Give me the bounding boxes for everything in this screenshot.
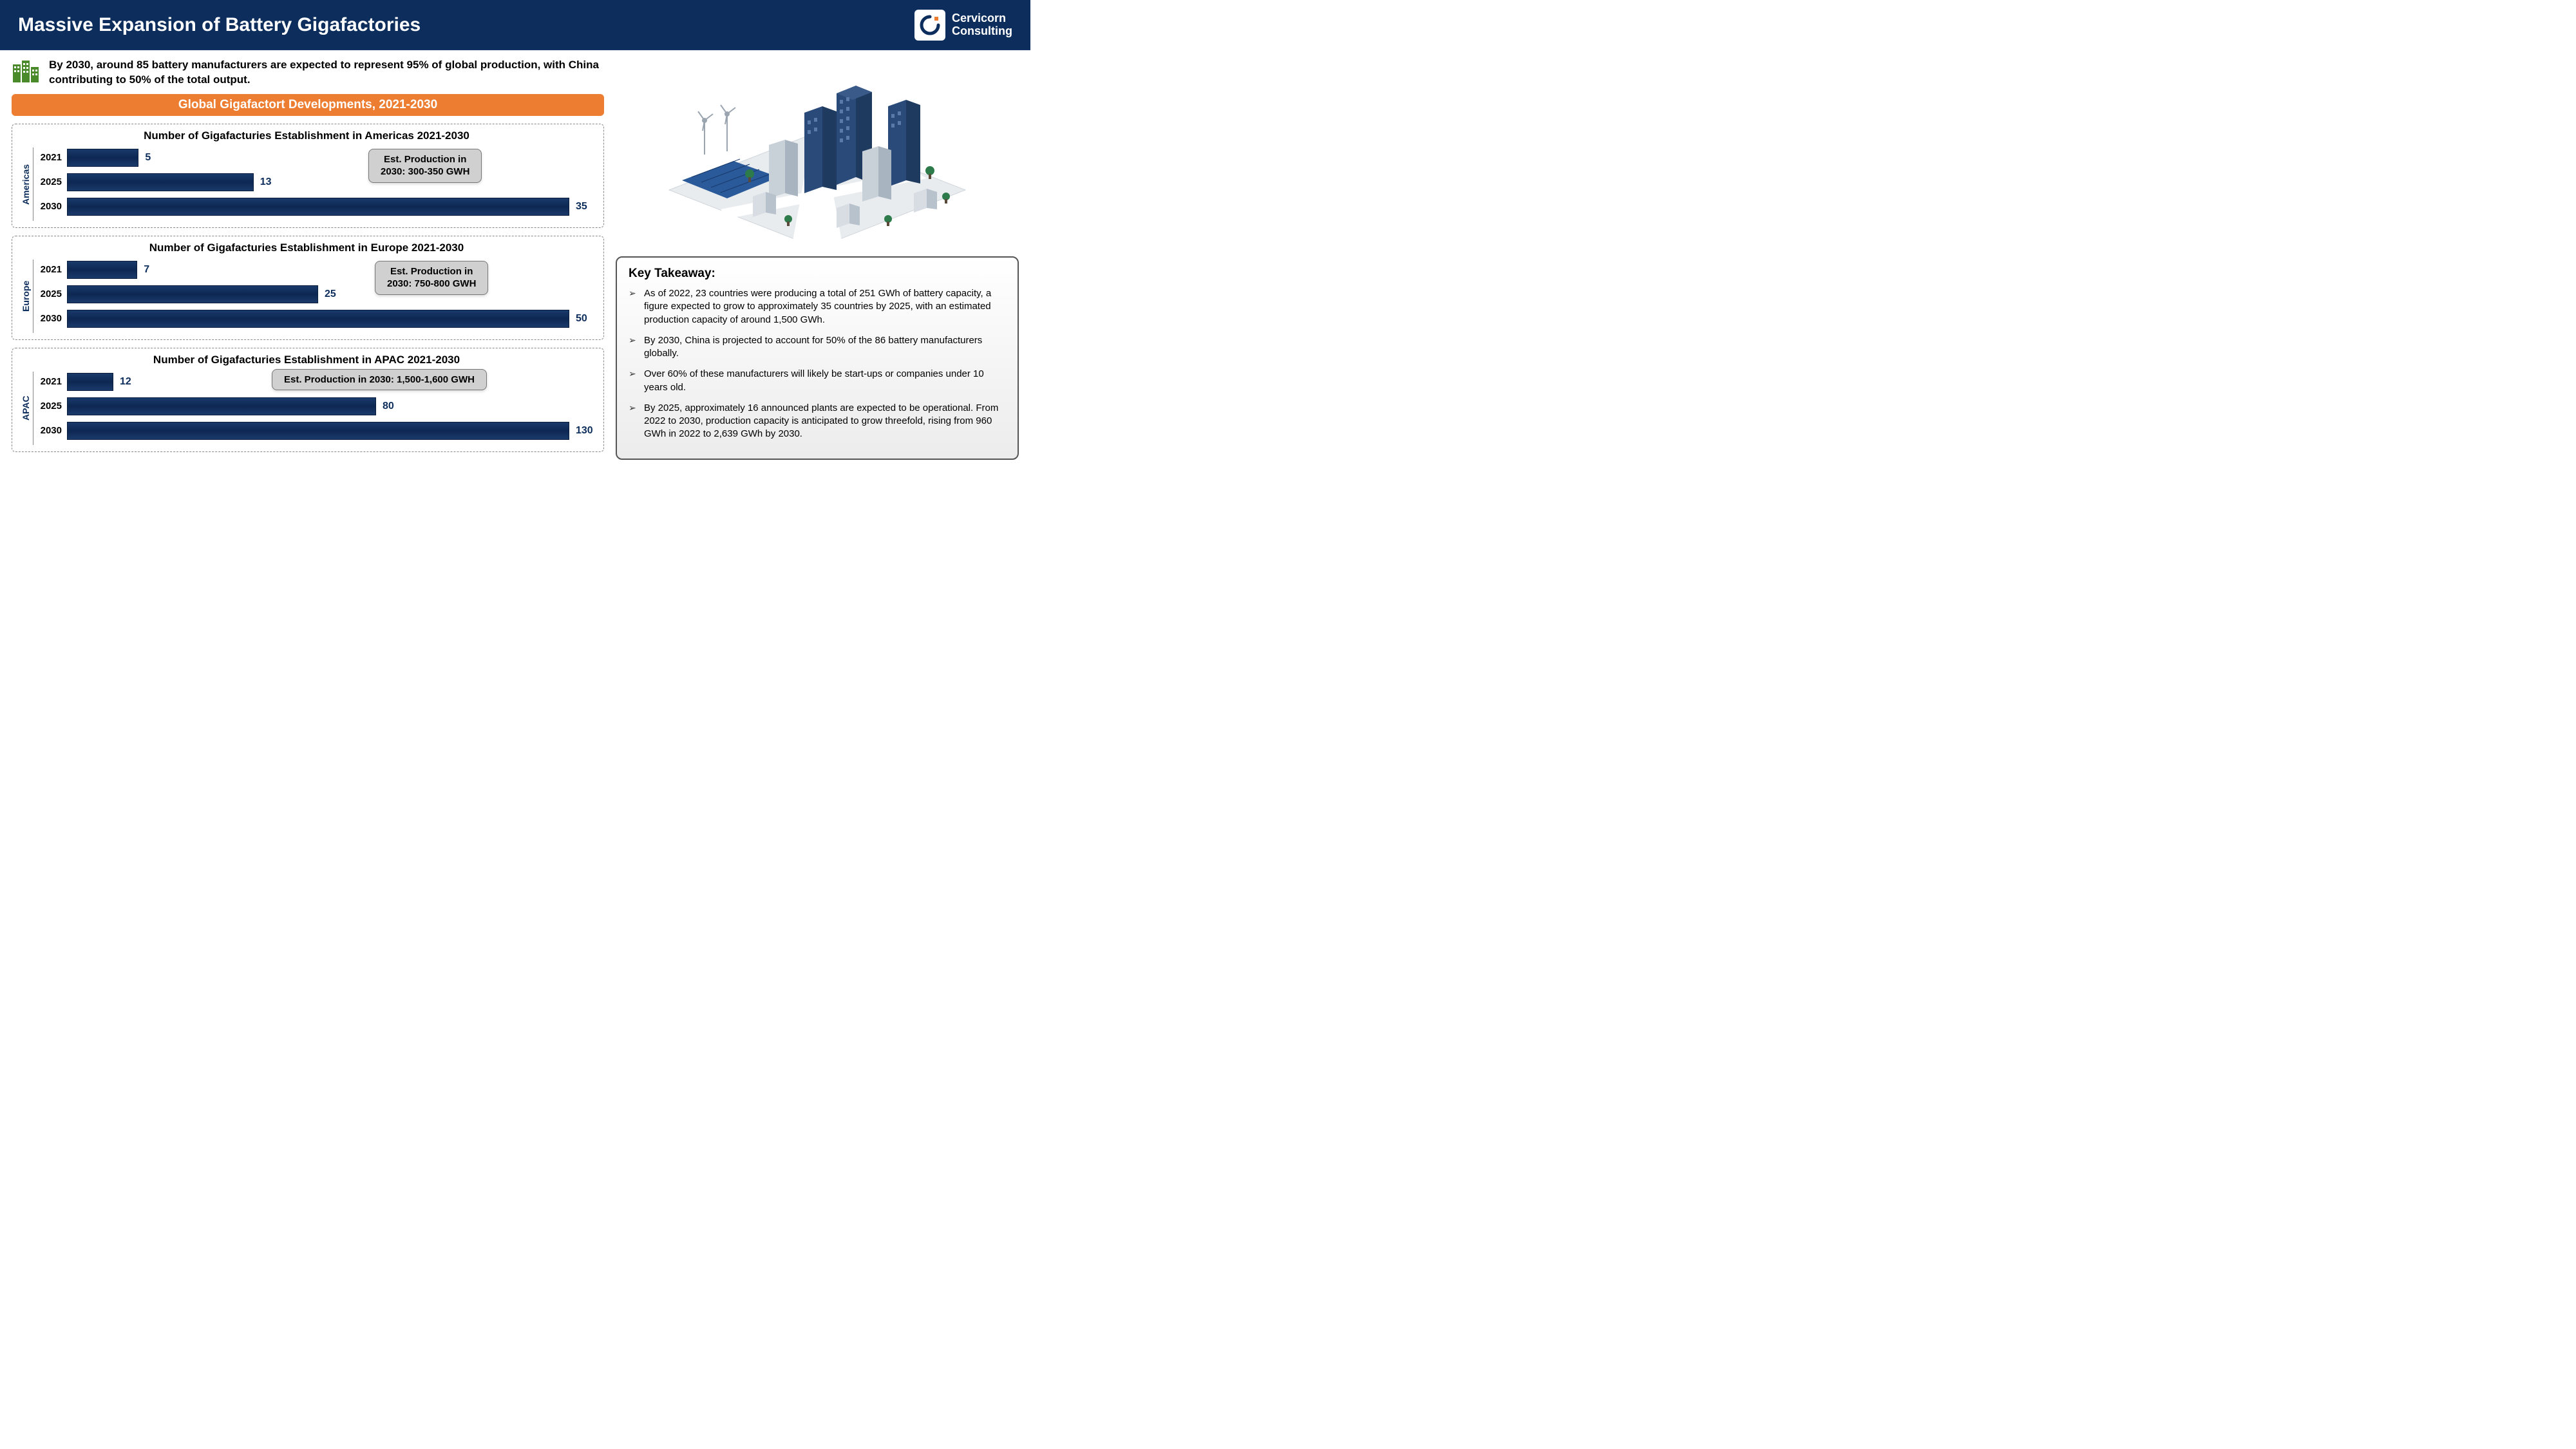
bar-track: 25: [67, 285, 594, 303]
region-label: APAC: [19, 372, 33, 445]
year-label: 2025: [36, 289, 67, 299]
takeaway-item: By 2025, approximately 16 announced plan…: [629, 402, 1006, 441]
bars-area: 2021 5 2025 13 2030 35 Est. Production in2030:…: [33, 147, 594, 221]
bar-fill: [67, 149, 138, 167]
left-column: By 2030, around 85 battery manufacturers…: [12, 58, 604, 460]
bar-value: 7: [144, 264, 149, 276]
brand-logo-text: Cervicorn Consulting: [952, 12, 1012, 38]
bar-fill: [67, 373, 113, 391]
year-label: 2021: [36, 376, 67, 387]
bar-value: 13: [260, 176, 272, 188]
chart-body: Europe2021 7 2025 25 2030 50 Est. Production i…: [19, 260, 594, 333]
year-label: 2021: [36, 264, 67, 275]
brand-logo: Cervicorn Consulting: [914, 10, 1012, 41]
year-label: 2025: [36, 176, 67, 187]
bars-area: 2021 7 2025 25 2030 50 Est. Production in2030:…: [33, 260, 594, 333]
bar-track: 50: [67, 310, 594, 328]
bar-track: 80: [67, 397, 594, 415]
intro-row: By 2030, around 85 battery manufacturers…: [12, 58, 604, 88]
chart-europe: Number of Gigafacturies Establishment in…: [12, 236, 604, 340]
bar-track: 7: [67, 261, 594, 279]
bar-value: 12: [120, 376, 131, 388]
production-badge: Est. Production in2030: 300-350 GWH: [368, 149, 482, 183]
takeaway-title: Key Takeaway:: [629, 267, 1006, 281]
right-column: Key Takeaway: As of 2022, 23 countries w…: [616, 58, 1019, 460]
production-badge: Est. Production in2030: 750-800 GWH: [375, 261, 488, 295]
key-takeaway-box: Key Takeaway: As of 2022, 23 countries w…: [616, 256, 1019, 460]
section-banner: Global Gigafactort Developments, 2021-20…: [12, 94, 604, 116]
takeaway-item: By 2030, China is projected to account f…: [629, 334, 1006, 361]
region-label: Americas: [19, 147, 33, 221]
header: Massive Expansion of Battery Gigafactori…: [0, 0, 1030, 50]
bars-area: 2021 12 2025 80 2030 130 Est. Production in 20…: [33, 372, 594, 445]
brand-line2: Consulting: [952, 25, 1012, 38]
bar-fill: [67, 285, 318, 303]
city-illustration: [616, 58, 1019, 251]
intro-text: By 2030, around 85 battery manufacturers…: [49, 58, 604, 88]
bar-track: 5: [67, 149, 594, 167]
bar-value: 130: [576, 425, 593, 437]
bar-track: 13: [67, 173, 594, 191]
bar-value: 5: [145, 152, 151, 164]
main-content: By 2030, around 85 battery manufacturers…: [0, 50, 1030, 466]
bar-row: 2025 25: [36, 284, 594, 305]
bar-fill: [67, 310, 569, 328]
page-title: Massive Expansion of Battery Gigafactori…: [18, 14, 421, 36]
bar-fill: [67, 198, 569, 216]
chart-americas: Number of Gigafacturies Establishment in…: [12, 124, 604, 228]
year-label: 2030: [36, 425, 67, 436]
brand-line1: Cervicorn: [952, 12, 1012, 25]
production-badge: Est. Production in 2030: 1,500-1,600 GWH: [272, 369, 487, 391]
bar-fill: [67, 422, 569, 440]
bar-row: 2025 13: [36, 172, 594, 193]
bar-value: 25: [325, 289, 336, 300]
bar-value: 80: [383, 401, 394, 412]
brand-logo-icon: [914, 10, 945, 41]
chart-title: Number of Gigafacturies Establishment in…: [19, 242, 594, 254]
charts-container: Number of Gigafacturies Establishment in…: [12, 124, 604, 452]
year-label: 2021: [36, 152, 67, 163]
bar-fill: [67, 397, 376, 415]
year-label: 2030: [36, 313, 67, 324]
buildings-icon: [12, 58, 41, 84]
bar-value: 50: [576, 313, 587, 325]
bar-fill: [67, 173, 254, 191]
year-label: 2025: [36, 401, 67, 412]
bar-row: 2021 7: [36, 260, 594, 280]
chart-body: APAC2021 12 2025 80 2030 130 Est. Production i…: [19, 372, 594, 445]
takeaway-item: As of 2022, 23 countries were producing …: [629, 287, 1006, 327]
bar-fill: [67, 261, 137, 279]
bar-row: 2030 130: [36, 421, 594, 441]
chart-body: Americas2021 5 2025 13 2030 35 Est. Production…: [19, 147, 594, 221]
region-label: Europe: [19, 260, 33, 333]
bar-row: 2030 50: [36, 308, 594, 329]
takeaway-item: Over 60% of these manufacturers will lik…: [629, 368, 1006, 394]
bar-row: 2030 35: [36, 196, 594, 217]
bar-track: 130: [67, 422, 594, 440]
chart-title: Number of Gigafacturies Establishment in…: [19, 354, 594, 366]
chart-apac: Number of Gigafacturies Establishment in…: [12, 348, 604, 452]
bar-row: 2021 5: [36, 147, 594, 168]
takeaway-list: As of 2022, 23 countries were producing …: [629, 287, 1006, 441]
bar-row: 2025 80: [36, 396, 594, 417]
year-label: 2030: [36, 201, 67, 212]
bar-value: 35: [576, 201, 587, 213]
chart-title: Number of Gigafacturies Establishment in…: [19, 129, 594, 142]
bar-track: 35: [67, 198, 594, 216]
